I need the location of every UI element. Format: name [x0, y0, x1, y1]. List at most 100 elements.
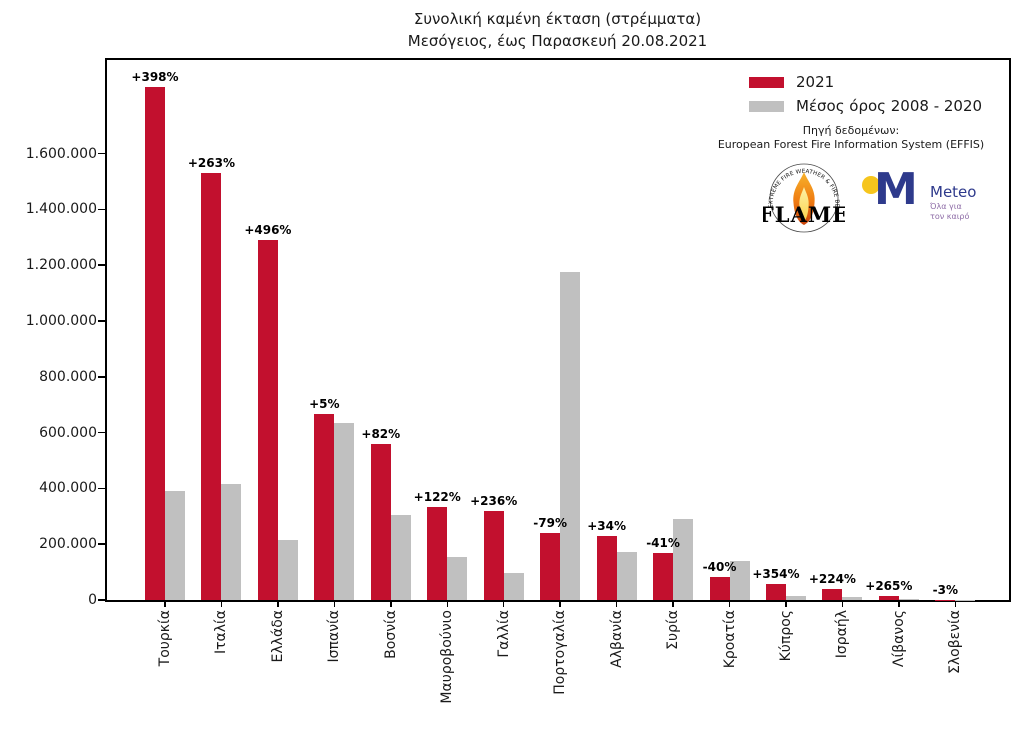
x-axis-tick-mark: [164, 602, 166, 607]
meteo-tagline-line1: Όλα για: [930, 202, 962, 211]
x-axis-label-text: Ισπανία: [326, 610, 343, 663]
bar-value-label: +354%: [752, 566, 800, 581]
legend: 2021 Μέσος όρος 2008 - 2020: [749, 73, 983, 122]
x-axis-label-text: Τουρκία: [157, 610, 173, 667]
y-axis-tick-label: 800.000: [39, 368, 97, 385]
y-axis-tick-label: 600.000: [39, 424, 97, 441]
bar-average-2008-2020: [503, 573, 524, 600]
bar-2021: [257, 240, 278, 600]
x-axis-label-text: Βοσνία: [382, 610, 399, 659]
bar-average-2008-2020: [673, 519, 694, 600]
y-axis-tick-mark: [98, 599, 105, 601]
y-axis-tick-label: 400.000: [39, 480, 97, 497]
meteo-tagline-line2: τον καιρό: [930, 212, 970, 221]
y-axis-tick-label: 1.200.000: [25, 257, 97, 274]
bar-2021: [370, 443, 391, 600]
x-axis-tick-mark: [502, 602, 505, 607]
x-axis-label: Κύπρος: [777, 610, 795, 731]
meteo-logo-m-icon: M: [874, 164, 918, 215]
bar-value-label: -41%: [646, 536, 680, 551]
bar-average-2008-2020: [898, 598, 919, 600]
bar-value-label: -3%: [932, 582, 958, 597]
bar-average-2008-2020: [447, 557, 468, 600]
bar-2021: [596, 535, 617, 600]
x-axis-label-text: Ισραήλ: [834, 610, 851, 659]
x-axis-tick-mark: [390, 602, 392, 607]
plot-area: [105, 58, 1011, 602]
y-axis-tick-label: 1.000.000: [25, 313, 97, 329]
x-axis-label: Βοσνία: [382, 610, 400, 731]
flame-logo: EXTREME FIRE WEATHER & FIRE BEHAVIOUR FL…: [763, 161, 845, 233]
x-axis-label: Ελλάδα: [269, 610, 287, 731]
bar-2021: [540, 533, 561, 600]
bar-average-2008-2020: [277, 540, 298, 600]
chart-title: Συνολική καμένη έκταση (στρέμματα): [413, 10, 702, 28]
x-axis-tick-mark: [785, 602, 787, 607]
x-axis-tick-mark: [559, 602, 561, 607]
bar-value-label: -40%: [702, 560, 737, 575]
bar-2021: [314, 414, 335, 600]
bar-2021: [765, 583, 786, 600]
legend-swatch-2021: [749, 76, 784, 88]
bar-average-2008-2020: [729, 560, 750, 600]
legend-row-average: Μέσος όρος 2008 - 2020: [749, 97, 983, 115]
legend-label-average: Μέσος όρος 2008 - 2020: [796, 97, 983, 115]
bar-2021: [483, 510, 504, 600]
flame-logo-text: FLAME: [763, 202, 845, 227]
bar-2021: [878, 595, 899, 600]
x-axis-label: Λίβανος: [890, 610, 908, 731]
bar-value-label: +5%: [309, 397, 340, 412]
y-axis-tick-mark: [98, 543, 105, 545]
x-axis-label-text: Μαυροβούνιο: [439, 610, 456, 704]
data-source-label: Πηγή δεδομένων:: [802, 124, 900, 137]
x-axis-label: Ιταλία: [212, 610, 230, 731]
meteo-logo: M Meteo Όλα για τον καιρό: [858, 166, 1018, 230]
bar-value-label: +398%: [131, 69, 179, 84]
y-axis-tick-mark: [98, 152, 105, 155]
y-axis-tick-mark: [98, 487, 105, 490]
x-axis-label-text: Πορτογαλία: [552, 610, 569, 695]
y-axis-tick-mark: [98, 431, 105, 434]
y-axis-tick-mark: [98, 376, 105, 378]
bar-value-label: +34%: [587, 518, 626, 533]
x-axis-label-text: Ιταλία: [213, 610, 230, 655]
bar-2021: [201, 173, 222, 600]
legend-label-2021: 2021: [796, 73, 835, 91]
bar-value-label: +236%: [470, 493, 518, 508]
bar-2021: [709, 577, 730, 600]
x-axis-label-text: Κροατία: [721, 610, 738, 669]
bar-value-label: +224%: [808, 572, 856, 587]
chart-title-block: Συνολική καμένη έκταση (στρέμματα) Μεσόγ…: [106, 8, 1009, 52]
x-axis-label: Συρία: [664, 610, 682, 731]
x-axis-tick-mark: [333, 602, 336, 607]
flame-icon-core: [799, 187, 809, 221]
bar-2021: [653, 553, 674, 600]
data-source-block: Πηγή δεδομένων: European Forest Fire Inf…: [660, 123, 1024, 152]
y-axis-tick-mark: [98, 208, 105, 211]
x-axis-label-text: Αλβανία: [608, 610, 625, 668]
meteo-logo-tagline: Όλα για τον καιρό: [930, 202, 969, 222]
bar-2021: [427, 506, 448, 600]
bar-average-2008-2020: [560, 272, 581, 600]
x-axis-label-text: Ελλάδα: [269, 610, 286, 663]
meteo-logo-dot-icon: [862, 176, 880, 194]
bar-average-2008-2020: [616, 552, 637, 600]
x-axis-label-text: Σλοβενία: [947, 610, 964, 674]
y-axis-tick-label: 1.400.000: [25, 201, 97, 218]
data-source-name: European Forest Fire Information System …: [717, 138, 985, 151]
x-axis-tick-mark: [954, 602, 957, 607]
x-axis-tick-mark: [728, 602, 731, 607]
x-axis-label: Τουρκία: [156, 610, 174, 731]
bar-value-label: +265%: [865, 578, 913, 593]
y-axis-tick-mark: [98, 264, 105, 266]
bar-average-2008-2020: [842, 596, 863, 600]
meteo-logo-name: Meteo: [930, 183, 977, 201]
bar-average-2008-2020: [390, 514, 411, 600]
x-axis-tick-mark: [446, 602, 448, 607]
x-axis-label-text: Κύπρος: [777, 610, 794, 662]
x-axis-tick-mark: [220, 602, 223, 607]
x-axis-tick-mark: [672, 602, 674, 607]
bar-average-2008-2020: [334, 423, 355, 600]
chart-subtitle: Μεσόγειος, έως Παρασκευή 20.08.2021: [407, 32, 708, 50]
